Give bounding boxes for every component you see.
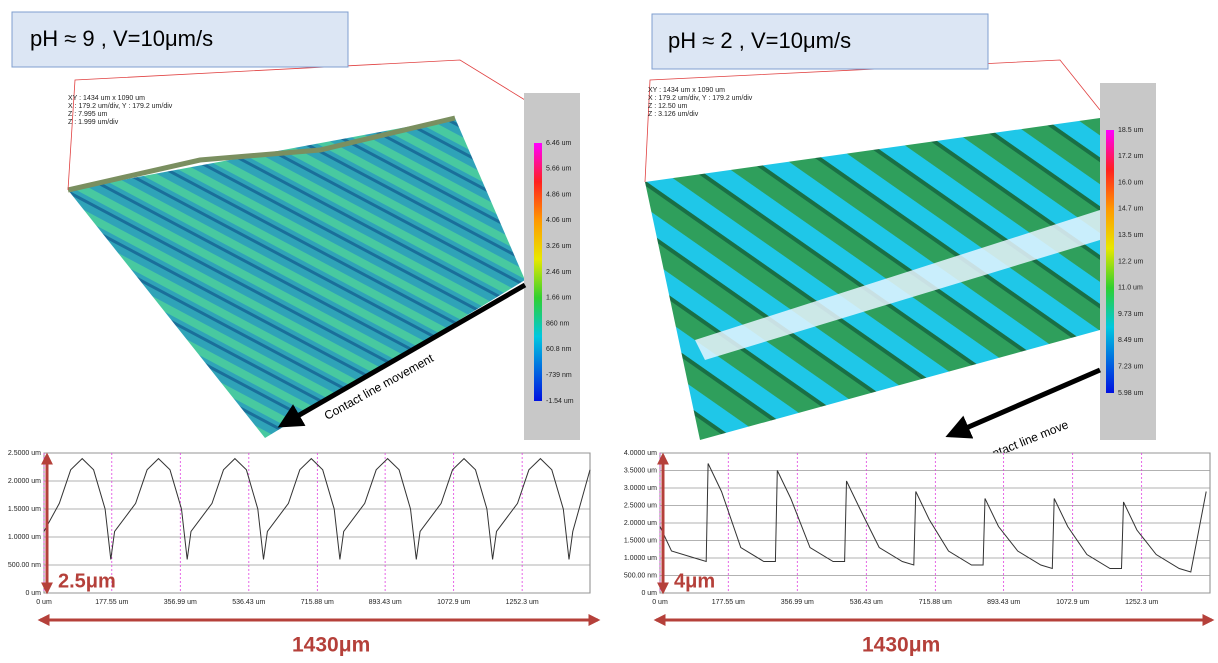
colorbar-label: 7.23 um: [1118, 364, 1143, 371]
colorbar-label: 9.73 um: [1118, 311, 1143, 318]
colorbar-label: 16.0 um: [1118, 179, 1143, 186]
y-tick-label: 4.0000 um: [624, 450, 657, 457]
y-tick-label: 2.5000 um: [624, 502, 657, 509]
colorbar-label: 8.49 um: [1118, 337, 1143, 344]
x-tick-label: 715.88 um: [919, 599, 952, 606]
y-tick-label: 2.0000 um: [624, 520, 657, 527]
info-text: Z : 7.995 um: [68, 111, 107, 118]
wireframe: [644, 59, 1101, 183]
x-tick-label: 177.55 um: [712, 599, 745, 606]
y-tick-label: 1.5000 um: [624, 537, 657, 544]
colorbar-label: 11.0 um: [1118, 285, 1143, 292]
x-tick-label: 177.55 um: [95, 599, 128, 606]
colorbar: [534, 143, 542, 401]
x-tick-label: 1072.9 um: [1056, 599, 1089, 606]
panel-title: pH ≈ 2 , V=10μm/s: [668, 28, 851, 53]
colorbar-label: -739 nm: [546, 372, 572, 379]
y-tick-label: 3.5000 um: [624, 467, 657, 474]
y-tick-label: 500.00 nm: [8, 562, 41, 569]
contact-arrow: [277, 282, 527, 428]
info-text: X : 179.2 um/div, Y : 179.2 um/div: [68, 103, 173, 110]
y-tick-label: 2.5000 um: [8, 450, 41, 457]
colorbar-label: 14.7 um: [1118, 206, 1143, 213]
drying-band: [695, 210, 1100, 360]
colorbar-label: 18.5 um: [1118, 127, 1143, 134]
y-tick-label: 1.5000 um: [8, 506, 41, 513]
title-box: [651, 13, 989, 70]
x-tick-label: 1252.3 um: [1125, 599, 1158, 606]
y-tick-label: 0 um: [25, 590, 41, 597]
y-tick-label: 0 um: [641, 590, 657, 597]
y-tick-label: 500.00 nm: [624, 572, 657, 579]
info-text: XY : 1434 um x 1090 um: [648, 87, 725, 94]
colorbar-label: 4.86 um: [546, 191, 571, 198]
colorbar-label: 5.66 um: [546, 166, 571, 173]
width-label: 1430μm: [862, 634, 940, 657]
surface-left: [68, 118, 525, 438]
colorbar-label: 4.06 um: [546, 217, 571, 224]
colorbar-label: 13.5 um: [1118, 232, 1143, 239]
info-text: XY : 1434 um x 1090 um: [68, 95, 145, 102]
colorbar-label: 17.2 um: [1118, 153, 1143, 160]
x-tick-label: 0 um: [652, 599, 668, 606]
colorbar-label: 2.46 um: [546, 269, 571, 276]
profile-line: [43, 457, 591, 560]
x-tick-label: 715.88 um: [301, 599, 334, 606]
x-tick-label: 356.99 um: [781, 599, 814, 606]
x-tick-label: 356.99 um: [164, 599, 197, 606]
colorbar-label: 3.26 um: [546, 243, 571, 250]
colorbar: [1106, 130, 1114, 393]
y-tick-label: 1.0000 um: [624, 555, 657, 562]
info-text: Z : 1.999 um/div: [68, 119, 119, 126]
colorbar-bg: [524, 93, 580, 440]
contact-arrow: [945, 367, 1101, 439]
height-label: 2.5μm: [58, 570, 116, 592]
colorbar-label: 5.98 um: [1118, 390, 1143, 397]
x-tick-label: 1252.3 um: [506, 599, 539, 606]
y-tick-label: 2.0000 um: [8, 478, 41, 485]
info-text: Z : 12.50 um: [648, 103, 687, 110]
colorbar-label: 860 nm: [546, 320, 570, 327]
y-tick-label: 3.0000 um: [624, 485, 657, 492]
colorbar-label: 1.66 um: [546, 295, 571, 302]
surface-right: [645, 118, 1100, 440]
colorbar-label: -1.54 um: [546, 398, 574, 405]
colorbar-label: 6.46 um: [546, 140, 571, 147]
x-tick-label: 536.43 um: [232, 599, 265, 606]
colorbar-label: 60.8 nm: [546, 346, 571, 353]
colorbar-label: 12.2 um: [1118, 258, 1143, 265]
profile-line: [659, 463, 1207, 573]
x-tick-label: 1072.9 um: [437, 599, 470, 606]
height-label: 4μm: [674, 570, 715, 592]
width-label: 1430μm: [292, 634, 370, 657]
x-tick-label: 893.43 um: [369, 599, 402, 606]
surface-edge: [67, 115, 456, 193]
y-tick-label: 1.0000 um: [8, 534, 41, 541]
info-text: Z : 3.126 um/div: [648, 111, 699, 118]
wireframe: [67, 59, 526, 191]
title-box: [11, 11, 349, 68]
x-tick-label: 893.43 um: [987, 599, 1020, 606]
info-text: X : 179.2 um/div, Y : 179.2 um/div: [648, 95, 753, 102]
x-tick-label: 536.43 um: [850, 599, 883, 606]
panel-title: pH ≈ 9 , V=10μm/s: [30, 26, 213, 51]
x-tick-label: 0 um: [36, 599, 52, 606]
